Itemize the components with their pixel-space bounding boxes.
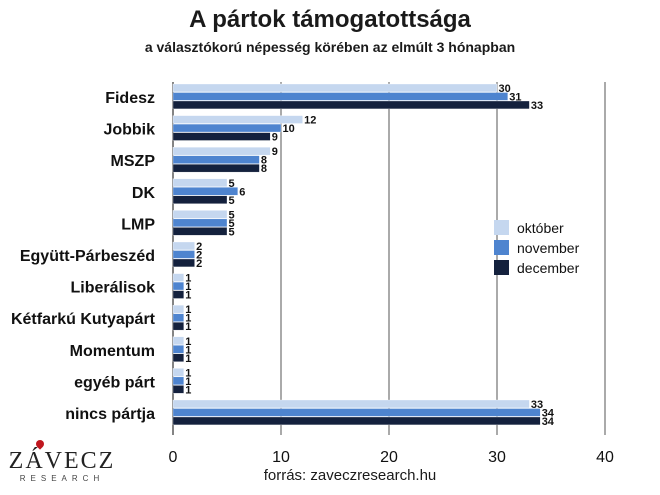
- data-label: 5: [229, 195, 235, 207]
- bar: [172, 178, 228, 187]
- data-label: 1: [185, 290, 191, 302]
- bar: [172, 290, 184, 299]
- bar: [172, 313, 184, 322]
- bar: [172, 100, 530, 110]
- data-label: 1: [185, 321, 191, 333]
- data-label: 30: [499, 83, 511, 95]
- legend-swatch: [494, 240, 509, 255]
- data-label: 1: [185, 384, 191, 396]
- bar: [172, 399, 530, 409]
- data-label: 5: [229, 226, 235, 238]
- data-label: 1: [185, 367, 191, 379]
- category-label: LMP: [121, 216, 155, 233]
- data-label: 5: [229, 218, 235, 230]
- bar: [172, 258, 195, 268]
- data-label: 5: [229, 178, 235, 190]
- chart-title: A pártok támogatottsága: [189, 6, 471, 33]
- bar: [172, 115, 303, 124]
- bar: [172, 376, 184, 385]
- data-label: 9: [272, 132, 278, 144]
- bar: [172, 241, 195, 251]
- bar: [172, 336, 184, 345]
- bar: [172, 164, 260, 173]
- category-label: Liberálisok: [71, 280, 156, 297]
- bar: [172, 345, 184, 354]
- data-label: 1: [185, 273, 191, 285]
- bar: [172, 250, 195, 259]
- data-label: 1: [185, 353, 191, 365]
- data-label: 34: [542, 408, 555, 420]
- logo-name: ZÁVECZ: [8, 448, 116, 474]
- data-label: 31: [509, 92, 521, 104]
- data-label: 1: [185, 313, 191, 325]
- bar: [172, 147, 271, 156]
- category-label: Jobbik: [103, 122, 155, 139]
- bar: [172, 218, 228, 227]
- data-label: 9: [272, 146, 278, 158]
- bar: [172, 92, 508, 101]
- chart-subtitle: a választókorú népesség körében az elmúl…: [144, 39, 516, 55]
- legend-label: november: [517, 240, 580, 256]
- data-label: 34: [542, 416, 555, 428]
- bar: [172, 353, 184, 362]
- legend-swatch: [494, 220, 509, 235]
- data-label: 5: [229, 209, 235, 221]
- bar: [172, 123, 282, 133]
- data-label: 2: [196, 241, 202, 253]
- bar: [172, 273, 184, 282]
- logo-subtitle: RESEARCH: [19, 474, 105, 483]
- legend-swatch: [494, 260, 509, 275]
- source-note: forrás: zaveczresearch.hu: [263, 467, 437, 484]
- bar: [172, 305, 184, 314]
- data-label: 1: [185, 281, 191, 293]
- category-label: DK: [132, 185, 156, 202]
- category-label: Kétfarkú Kutyapárt: [11, 311, 156, 328]
- legend-label: december: [517, 260, 580, 276]
- data-label: 8: [261, 155, 267, 167]
- bar: [172, 227, 228, 236]
- zavecz-logo: ZÁVECZ RESEARCH: [6, 438, 118, 490]
- bar: [172, 368, 184, 377]
- bar: [172, 83, 498, 93]
- data-label: 12: [304, 115, 316, 127]
- data-label: 2: [196, 250, 202, 262]
- bar: [172, 195, 228, 204]
- bar: [172, 155, 260, 164]
- data-label: 33: [531, 100, 543, 112]
- category-label: MSZP: [111, 153, 156, 170]
- bar: [172, 132, 271, 141]
- data-label: 8: [261, 163, 267, 175]
- bar: [172, 385, 184, 394]
- bar: [172, 210, 228, 219]
- x-tick-label: 0: [169, 449, 178, 466]
- category-label: Momentum: [70, 343, 155, 360]
- data-label: 1: [185, 376, 191, 388]
- bar: [172, 322, 184, 331]
- data-label: 1: [185, 336, 191, 348]
- data-label: 1: [185, 304, 191, 316]
- data-label: 2: [196, 258, 202, 270]
- category-label: Együtt-Párbeszéd: [20, 248, 155, 265]
- x-tick-label: 30: [488, 449, 506, 466]
- category-label: nincs pártja: [65, 406, 155, 423]
- bar: [172, 281, 184, 291]
- bar: [172, 416, 541, 426]
- bar: [172, 408, 541, 417]
- data-label: 1: [185, 344, 191, 356]
- legend-label: október: [517, 220, 564, 236]
- data-label: 6: [239, 186, 245, 198]
- x-tick-label: 10: [272, 449, 290, 466]
- x-tick-label: 40: [596, 449, 614, 466]
- bar: [172, 187, 238, 196]
- category-label: Fidesz: [105, 90, 155, 107]
- data-label: 10: [283, 123, 295, 135]
- category-label: egyéb párt: [74, 374, 156, 391]
- data-label: 33: [531, 399, 543, 411]
- x-tick-label: 20: [380, 449, 398, 466]
